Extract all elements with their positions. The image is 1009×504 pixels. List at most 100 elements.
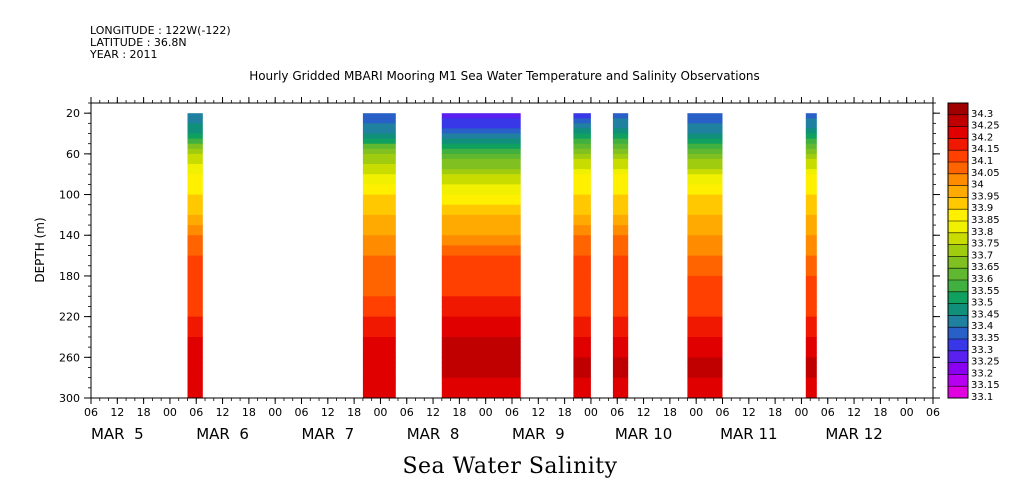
salinity-cell (687, 265, 723, 272)
salinity-cell (687, 347, 723, 353)
salinity-cell (612, 275, 629, 282)
salinity-cell (573, 199, 591, 206)
salinity-cell (573, 113, 591, 119)
salinity-cell (805, 265, 817, 272)
salinity-profile-6 (687, 113, 723, 399)
salinity-cell (612, 377, 629, 384)
salinity-cell (805, 220, 817, 226)
colorbar-swatch (948, 315, 968, 328)
salinity-cell (805, 352, 817, 358)
salinity-cell (805, 128, 817, 134)
salinity-cell (187, 209, 203, 216)
salinity-cell (612, 357, 629, 363)
salinity-cell (612, 296, 629, 302)
salinity-cell (362, 225, 396, 231)
salinity-cell (573, 275, 591, 282)
salinity-cell (187, 128, 203, 134)
salinity-cell (441, 321, 521, 328)
salinity-cell (362, 347, 396, 353)
salinity-cell (187, 113, 203, 119)
salinity-cell (187, 138, 203, 145)
salinity-cell (441, 286, 521, 292)
salinity-cell (805, 291, 817, 297)
colorbar-label: 33.1 (971, 392, 993, 403)
x-tick-label: 18 (663, 406, 677, 419)
salinity-cell (612, 184, 629, 190)
salinity-cell (441, 387, 521, 394)
salinity-cell (362, 367, 396, 373)
y-tick-label: 180 (59, 270, 80, 283)
salinity-cell (612, 148, 629, 155)
salinity-cell (612, 250, 629, 256)
salinity-cell (687, 179, 723, 185)
salinity-profile-4 (573, 113, 591, 399)
salinity-cell (441, 133, 521, 139)
salinity-cell (441, 311, 521, 317)
salinity-cell (612, 230, 629, 236)
x-tick-label: 00 (584, 406, 598, 419)
salinity-cell (441, 230, 521, 236)
salinity-cell (362, 306, 396, 312)
salinity-cell (612, 321, 629, 328)
colorbar-label: 33.45 (971, 309, 1000, 320)
salinity-cell (687, 169, 723, 175)
salinity-cell (805, 392, 817, 399)
salinity-cell (362, 316, 396, 323)
salinity-cell (362, 286, 396, 292)
salinity-cell (573, 225, 591, 231)
salinity-cell (362, 321, 396, 328)
colorbar-label: 33.6 (971, 274, 993, 285)
salinity-cell (441, 362, 521, 368)
salinity-cell (805, 347, 817, 353)
salinity-cell (187, 275, 203, 282)
salinity-cell (612, 291, 629, 297)
salinity-cell (441, 347, 521, 353)
salinity-cell (187, 143, 203, 150)
salinity-cell (573, 326, 591, 333)
salinity-cell (612, 128, 629, 134)
salinity-cell (805, 209, 817, 216)
colorbar-label: 33.75 (971, 239, 1000, 250)
salinity-cell (805, 199, 817, 206)
x-tick-label: 12 (742, 406, 756, 419)
salinity-cell (612, 382, 629, 389)
salinity-cell (573, 240, 591, 246)
salinity-cell (805, 286, 817, 292)
colorbar-swatch (948, 103, 968, 116)
y-tick-label: 100 (59, 189, 80, 202)
colorbar-swatch (948, 244, 968, 257)
salinity-cell (441, 382, 521, 389)
salinity-cell (612, 392, 629, 399)
salinity-cell (441, 265, 521, 272)
salinity-cell (612, 194, 629, 201)
salinity-cell (805, 189, 817, 195)
salinity-cell (187, 306, 203, 312)
colorbar-label: 33.8 (971, 227, 993, 238)
chart-title: Hourly Gridded MBARI Mooring M1 Sea Wate… (249, 69, 760, 83)
salinity-cell (573, 189, 591, 195)
colorbar-swatch (948, 303, 968, 316)
salinity-cell (805, 235, 817, 241)
salinity-cell (805, 387, 817, 394)
salinity-cell (805, 260, 817, 267)
salinity-cell (441, 291, 521, 297)
y-tick-label: 60 (66, 148, 80, 161)
salinity-cell (573, 128, 591, 134)
salinity-cell (187, 179, 203, 185)
salinity-cell (612, 143, 629, 150)
salinity-cell (187, 372, 203, 379)
colorbar-label: 34.1 (971, 156, 993, 167)
colorbar-swatch (948, 256, 968, 269)
salinity-cell (573, 321, 591, 328)
salinity-cell (573, 133, 591, 139)
x-tick-label: 18 (137, 406, 151, 419)
salinity-cell (687, 392, 723, 399)
salinity-cell (687, 220, 723, 226)
salinity-cell (687, 377, 723, 384)
salinity-cell (362, 240, 396, 246)
salinity-cell (187, 245, 203, 251)
x-day-label: MAR 6 (196, 425, 249, 443)
salinity-cell (362, 250, 396, 256)
plot-area: 06 12 18 00 06 12 18 00 06 12 18 00 06 12 18 00 06 12 18 00… (59, 97, 940, 443)
salinity-cell (573, 291, 591, 297)
